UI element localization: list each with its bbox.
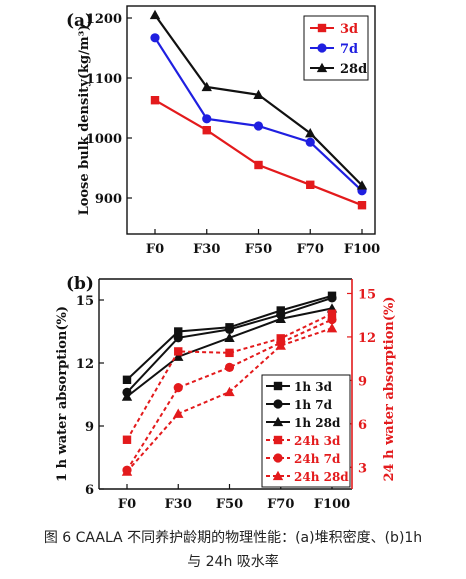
data-point-24h-7d [327, 314, 337, 325]
y-left-tick-label: 15 [76, 294, 94, 309]
chart-panel-a: (a) 900 1000 1100 1200 F0 F30 F50 F70 F100 Loose b… [66, 5, 380, 257]
legend-label-1h-28d: 1h 28d [294, 416, 341, 430]
legend-marker-1h-3d [273, 381, 283, 391]
x-tick-label-b: F50 [216, 497, 243, 512]
data-point-24h-28d [173, 408, 184, 418]
data-point-1h-28d [173, 351, 184, 361]
series-line-24h-7d [126, 318, 333, 471]
y-right-tick-label: 12 [358, 331, 376, 346]
data-point-7d [150, 33, 160, 43]
data-point-24h-7d [224, 362, 235, 372]
data-point-24h-3d [327, 309, 337, 318]
data-point-24h-28d [275, 340, 286, 350]
data-point-24h-7d [173, 383, 183, 393]
legend-label-24h-3d: 24h 3d [294, 434, 341, 448]
y-left-tick-label: 6 [85, 483, 94, 498]
y-tick-label-a: 1100 [86, 72, 122, 87]
caption-line-2: 与 24h 吸水率 [187, 554, 279, 570]
y-tick-label-a: 900 [95, 192, 122, 207]
data-point-28d [149, 9, 161, 20]
y-right-axis-title: 24 h water absorption(%) [382, 296, 397, 481]
legend-marker-1h-28d [272, 416, 284, 427]
data-point-24h-3d [122, 435, 132, 444]
legend-marker-3d [317, 23, 327, 33]
x-tick-label-b: F100 [314, 497, 350, 512]
data-point-1h-7d [224, 324, 235, 334]
legend-marker-24h-7d [273, 453, 283, 463]
data-point-3d [202, 126, 211, 135]
legend-box-b [261, 374, 351, 488]
y-tick-label-a: 1000 [86, 132, 122, 147]
data-point-28d [305, 128, 316, 138]
caption-line-1: 图 6 CAALA 不同养护龄期的物理性能：(a)堆积密度、(b)1h [43, 530, 423, 546]
y-axis-title-a: Loose bulk density(kg/m³) [77, 25, 92, 216]
data-point-3d [357, 201, 367, 210]
data-point-24h-3d [225, 348, 234, 358]
data-point-7d [202, 114, 212, 124]
x-tick-label-b: F70 [267, 497, 294, 512]
data-point-1h-3d [122, 375, 132, 384]
panel-label-b: (b) [66, 274, 94, 294]
data-point-3d [150, 96, 160, 105]
legend-label-24h-28d: 24h 28d [294, 470, 349, 484]
y-tick-label-a: 1200 [86, 12, 122, 27]
x-tick-label-a: F70 [297, 242, 324, 257]
legend-label-24h-7d: 24h 7d [294, 452, 341, 466]
legend-marker-24h-3d [273, 435, 283, 445]
data-point-24h-28d [224, 386, 235, 397]
x-tick-label-a: F0 [146, 242, 164, 257]
data-point-28d [201, 81, 212, 92]
y-right-tick-label: 3 [358, 461, 367, 476]
legend-label-3d: 3d [340, 22, 358, 37]
data-point-24h-28d [121, 466, 133, 476]
legend-marker-28d [316, 62, 328, 73]
chart-panel-b: (b) 6 9 12 15 3 6 9 12 15 F0 F30 F50 F70 F100 1 h water… [55, 274, 397, 512]
data-point-7d [305, 137, 315, 147]
x-tick-label-a: F30 [193, 242, 220, 257]
legend-marker-24h-28d [272, 470, 284, 481]
data-point-3d [254, 160, 263, 170]
legend-label-7d: 7d [340, 42, 358, 57]
data-point-24h-3d [174, 347, 183, 356]
legend-marker-7d [317, 43, 327, 53]
legend-marker-1h-7d [273, 399, 283, 409]
data-point-1h-3d [174, 327, 183, 336]
data-point-3d [306, 180, 315, 189]
data-point-28d [253, 89, 264, 99]
data-point-24h-28d [326, 323, 338, 333]
data-point-1h-28d [121, 391, 133, 401]
figure-caption: 图 6 CAALA 不同养护龄期的物理性能：(a)堆积密度、(b)1h 与 24… [0, 526, 466, 574]
data-point-1h-7d [327, 293, 337, 303]
x-tick-label-b: F0 [118, 497, 136, 512]
y-left-tick-label: 12 [76, 357, 94, 372]
panel-label-a: (a) [66, 11, 93, 31]
data-point-1h-7d [173, 333, 183, 343]
plot-frame [126, 5, 376, 235]
y-right-tick-label: 6 [358, 418, 367, 433]
legend-label-1h-7d: 1h 7d [294, 398, 333, 412]
x-tick-label-a: F50 [245, 242, 272, 257]
data-point-1h-28d [275, 313, 286, 324]
data-point-7d [253, 121, 264, 131]
legend-label-1h-3d: 1h 3d [294, 380, 333, 394]
data-point-1h-28d [224, 332, 235, 342]
y-left-axis-title: 1 h water absorption(%) [55, 306, 70, 482]
x-tick-label-a: F100 [344, 242, 380, 257]
y-right-tick-label: 15 [358, 287, 376, 302]
series-line-24h-3d [126, 312, 333, 441]
x-tick-label-b: F30 [165, 497, 192, 512]
legend-label-28d: 28d [340, 62, 367, 77]
data-point-28d [356, 180, 368, 190]
y-right-tick-label: 9 [358, 374, 367, 389]
y-left-tick-label: 9 [85, 420, 94, 435]
